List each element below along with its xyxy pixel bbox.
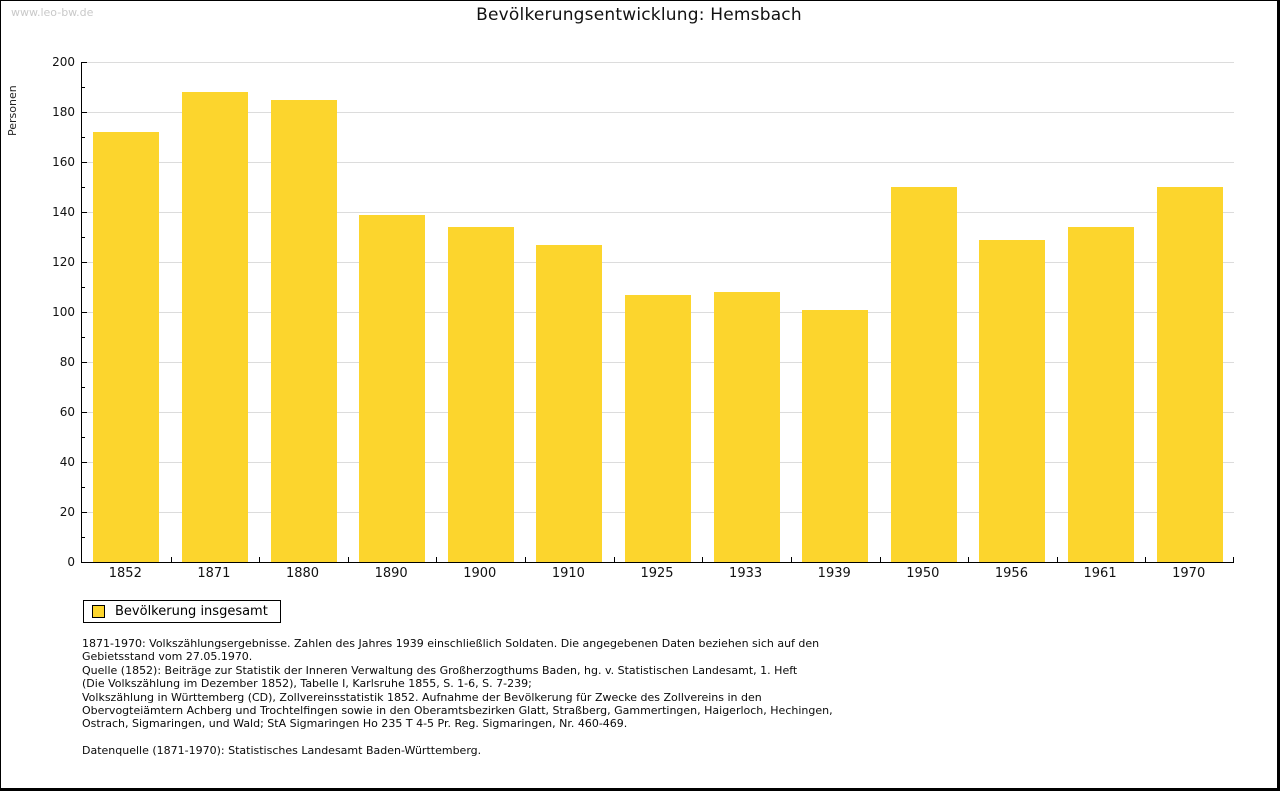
- bar-1880: [270, 99, 337, 562]
- y-tick-label-0: 0: [67, 555, 75, 569]
- y-minor-tick-150: [82, 187, 85, 188]
- x-axis-tick-labels: 1852 1871 1880 1890 1900 1910 1925 1933 1939 1950…: [81, 566, 1233, 584]
- y-minor-tick-130: [82, 237, 85, 238]
- y-tick-140: [82, 212, 87, 213]
- x-axis-tick-5: [525, 557, 527, 562]
- x-axis-tick-2: [259, 557, 261, 562]
- y-tick-20: [82, 512, 87, 513]
- y-tick-label-180: 180: [52, 105, 75, 119]
- x-tick-label-1956: 1956: [994, 566, 1028, 581]
- x-tick-label-1852: 1852: [108, 566, 142, 581]
- y-tick-60: [82, 412, 87, 413]
- y-tick-120: [82, 262, 87, 263]
- x-axis-tick-6: [613, 557, 615, 562]
- x-tick-label-1933: 1933: [729, 566, 763, 581]
- footer-line: (Die Volkszählung im Dezember 1852), Tab…: [82, 677, 532, 691]
- bar-1925: [625, 294, 691, 562]
- x-tick-label-1890: 1890: [374, 566, 408, 581]
- y-tick-40: [82, 462, 87, 463]
- x-tick-label-1910: 1910: [551, 566, 585, 581]
- y-minor-tick-190: [82, 87, 85, 88]
- x-axis-tick-7: [702, 557, 704, 562]
- x-tick-label-1961: 1961: [1083, 566, 1117, 581]
- bar-1871: [181, 92, 248, 562]
- gridline-200: [82, 62, 1234, 63]
- gridline-160: [82, 162, 1234, 163]
- y-tick-label-160: 160: [52, 155, 75, 169]
- bar-1910: [536, 244, 603, 562]
- plot-area: [81, 62, 1234, 563]
- footer-line: Obervogteiämtern Achberg und Trochtelfin…: [82, 704, 833, 718]
- x-axis-tick-1: [170, 557, 172, 562]
- x-axis-tick-3: [347, 557, 349, 562]
- bar-1852: [93, 132, 160, 562]
- x-axis-tick-13: [1233, 557, 1234, 562]
- y-tick-label-60: 60: [59, 405, 75, 419]
- bar-1956: [979, 239, 1046, 562]
- legend-swatch: [92, 605, 105, 618]
- y-tick-80: [82, 362, 87, 363]
- x-axis-tick-10: [968, 557, 970, 562]
- y-tick-label-200: 200: [52, 55, 75, 69]
- y-tick-label-100: 100: [52, 305, 75, 319]
- footer-line: Volkszählung in Württemberg (CD), Zollve…: [82, 690, 762, 704]
- x-axis-tick-11: [1056, 557, 1058, 562]
- y-tick-100: [82, 312, 87, 313]
- y-minor-tick-50: [82, 437, 85, 438]
- footer-line: Ostrach, Sigmaringen, und Wald; StA Sigm…: [82, 717, 628, 731]
- bar-1950: [890, 187, 957, 562]
- y-tick-label-120: 120: [52, 255, 75, 269]
- x-tick-label-1970: 1970: [1172, 566, 1206, 581]
- chart-title: Bevölkerungsentwicklung: Hemsbach: [476, 5, 802, 25]
- bar-1933: [713, 292, 780, 562]
- x-axis-tick-4: [436, 557, 438, 562]
- footer-line: Gebietsstand vom 27.05.1970.: [82, 650, 253, 664]
- y-axis-tick-labels: 0 20 40 60 80 100 120 140 160 180 200: [31, 55, 75, 569]
- y-tick-200: [82, 62, 87, 63]
- y-tick-label-80: 80: [59, 355, 75, 369]
- y-minor-tick-90: [82, 337, 85, 338]
- y-tick-label-20: 20: [59, 505, 75, 519]
- x-axis-tick-12: [1145, 557, 1147, 562]
- y-tick-180: [82, 112, 87, 113]
- y-minor-tick-70: [82, 387, 85, 388]
- bar-1961: [1068, 227, 1135, 562]
- gridline-180: [82, 112, 1234, 113]
- bar-1900: [447, 227, 514, 562]
- x-tick-label-1871: 1871: [197, 566, 231, 581]
- y-minor-tick-110: [82, 287, 85, 288]
- y-tick-160: [82, 162, 87, 163]
- x-tick-label-1900: 1900: [463, 566, 497, 581]
- gridline-140: [82, 212, 1234, 213]
- footer-line: 1871-1970: Volkszählungsergebnisse. Zahl…: [82, 637, 820, 650]
- footer-line: Quelle (1852): Beiträge zur Statistik de…: [82, 663, 798, 677]
- y-minor-tick-10: [82, 537, 85, 538]
- legend-label: Bevölkerung insgesamt: [115, 604, 268, 619]
- bar-1890: [359, 214, 426, 562]
- bar-1939: [802, 309, 869, 562]
- gridline-120: [82, 262, 1234, 263]
- datasource-line: Datenquelle (1871-1970): Statistisches L…: [82, 743, 482, 757]
- x-axis-tick-9: [879, 557, 881, 562]
- x-tick-label-1880: 1880: [285, 566, 320, 581]
- y-minor-tick-170: [82, 137, 85, 138]
- x-tick-label-1950: 1950: [906, 566, 940, 581]
- y-tick-label-140: 140: [52, 205, 75, 219]
- legend-box: Bevölkerung insgesamt: [83, 600, 281, 623]
- bar-1970: [1156, 187, 1223, 562]
- y-tick-label-40: 40: [59, 455, 75, 469]
- y-minor-tick-30: [82, 487, 85, 488]
- y-axis-title: Personen: [6, 85, 19, 136]
- x-axis-tick-8: [790, 557, 792, 562]
- watermark: www.leo-bw.de: [11, 6, 94, 19]
- footer-notes: 1871-1970: Volkszählungsergebnisse. Zahl…: [82, 637, 1202, 757]
- x-tick-label-1925: 1925: [640, 566, 674, 581]
- x-tick-label-1939: 1939: [817, 566, 851, 581]
